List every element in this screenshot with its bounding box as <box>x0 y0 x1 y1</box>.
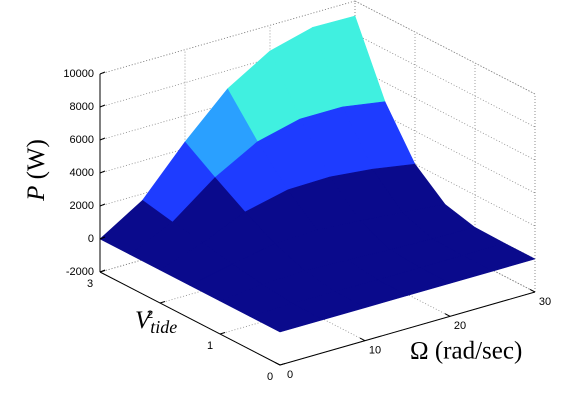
z-tick <box>99 137 106 141</box>
x-tick-label: 30 <box>539 296 551 308</box>
x-tick-label: 0 <box>287 369 293 381</box>
y-tick <box>99 270 106 273</box>
z-tick-label: 2000 <box>70 200 94 212</box>
surface-patch <box>249 303 323 333</box>
y-label-symbol: V <box>135 307 153 334</box>
grid-line <box>99 33 356 108</box>
y-tick-label: 2 <box>147 309 153 321</box>
z-axis-label: P (W) <box>23 139 50 202</box>
z-tick <box>99 104 106 108</box>
x-axis-label: Ω (rad/sec) <box>410 338 522 365</box>
surface <box>99 15 536 333</box>
grid-line <box>354 66 536 161</box>
z-tick-label: 0 <box>88 233 94 245</box>
z-tick-label: 8000 <box>70 101 94 113</box>
z-tick-label: 10000 <box>63 68 94 80</box>
grid-line <box>99 0 356 75</box>
y-tick-label: 0 <box>267 371 273 383</box>
z-tick <box>99 170 106 174</box>
y-tick-label: 1 <box>207 340 213 352</box>
y-tick <box>219 332 226 335</box>
x-tick <box>444 313 451 317</box>
x-tick-label: 20 <box>454 320 466 332</box>
x-axis-line <box>279 291 536 366</box>
y-tick-label: 3 <box>87 278 93 290</box>
x-tick <box>529 288 536 293</box>
y-axis-line <box>99 271 281 366</box>
z-tick-label: -2000 <box>66 266 94 278</box>
y-axis-label: Vtide <box>135 307 177 337</box>
x-tick <box>359 337 366 342</box>
x-tick-label: 10 <box>369 345 381 357</box>
z-label-unit: (W) <box>23 139 50 179</box>
grid-line <box>354 33 536 128</box>
z-tick <box>99 71 106 75</box>
z-tick <box>99 236 106 240</box>
y-tick <box>279 363 286 366</box>
z-label-symbol: P <box>23 186 50 202</box>
x-tick <box>274 361 281 366</box>
z-tick <box>99 203 106 207</box>
y-label-sub: tide <box>150 317 177 337</box>
grid-line <box>354 0 536 95</box>
z-tick-label: 4000 <box>70 167 94 179</box>
z-tick-label: 6000 <box>70 134 94 146</box>
y-tick <box>159 301 166 304</box>
